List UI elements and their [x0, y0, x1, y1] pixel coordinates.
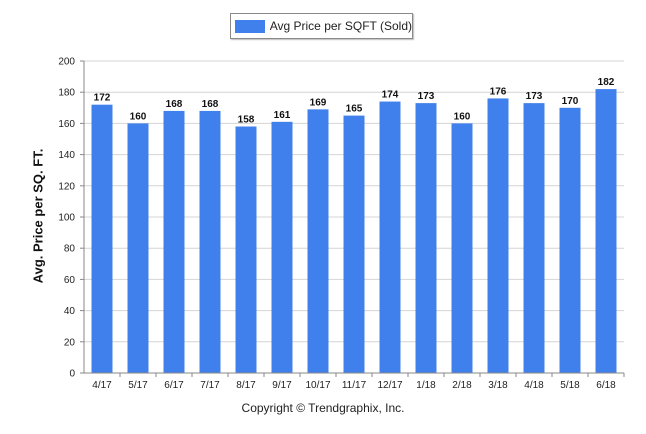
y-tick-label: 100 — [58, 213, 75, 224]
x-tick-label: 6/18 — [596, 380, 616, 391]
x-tick-label: 1/18 — [416, 380, 436, 391]
data-labels: 172 160 168 168 158 161 169 165 174 173 160 176 173 1… — [94, 77, 615, 125]
x-tick-label: 12/17 — [377, 380, 402, 391]
x-tick-label: 5/17 — [128, 380, 148, 391]
y-tick-label: 40 — [64, 306, 76, 317]
y-tick-label: 200 — [58, 57, 75, 68]
bar — [523, 103, 545, 374]
data-label: 160 — [454, 111, 471, 122]
x-tick-label: 4/18 — [524, 380, 544, 391]
legend-label: Avg Price per SQFT (Sold) — [269, 19, 412, 33]
x-tick-label: 5/18 — [560, 380, 580, 391]
data-label: 168 — [166, 99, 183, 110]
data-label: 161 — [274, 110, 291, 121]
y-tick-label: 120 — [58, 181, 75, 192]
x-tick-label: 10/17 — [305, 380, 330, 391]
y-tick-label: 180 — [58, 88, 75, 99]
y-tick-label: 60 — [64, 275, 76, 286]
bar — [343, 115, 365, 373]
bar — [199, 110, 221, 374]
legend: Avg Price per SQFT (Sold) — [230, 13, 413, 39]
bar — [163, 110, 185, 374]
x-tick-label: 6/17 — [164, 380, 184, 391]
data-label: 170 — [562, 96, 579, 107]
data-label: 165 — [346, 104, 363, 115]
bar — [271, 121, 293, 373]
bar — [307, 109, 329, 374]
y-tick-label: 80 — [64, 244, 76, 255]
data-label: 169 — [310, 97, 327, 108]
y-tick-label: 160 — [58, 119, 75, 130]
data-label: 173 — [526, 91, 543, 102]
data-label: 182 — [598, 77, 615, 88]
data-label: 176 — [490, 86, 507, 97]
x-tick-label: 4/17 — [92, 380, 112, 391]
y-axis-ticks: 0 20 40 60 80 100 120 140 160 180 200 — [58, 57, 84, 380]
x-tick-label: 9/17 — [272, 380, 292, 391]
bar — [379, 101, 401, 373]
bar — [595, 89, 617, 373]
bar — [487, 98, 509, 373]
x-tick-label: 3/18 — [488, 380, 508, 391]
x-tick-label: 11/17 — [342, 380, 367, 391]
bar — [235, 126, 257, 374]
bar — [451, 123, 473, 374]
data-label: 172 — [94, 93, 111, 104]
y-tick-label: 0 — [69, 369, 75, 380]
legend-swatch — [235, 19, 265, 33]
data-label: 158 — [238, 115, 255, 126]
data-label: 168 — [202, 99, 219, 110]
y-tick-label: 20 — [64, 337, 76, 348]
x-tick-label: 7/17 — [200, 380, 220, 391]
copyright-footer: Copyright © Trendgraphix, Inc. — [241, 401, 405, 415]
bar — [127, 123, 149, 374]
data-label: 160 — [130, 111, 147, 122]
x-axis-ticks: 4/17 5/17 6/17 7/17 8/17 9/17 10/17 11/17 12/17 1… — [92, 373, 625, 391]
bar — [91, 104, 113, 374]
data-label: 173 — [418, 91, 435, 102]
data-label: 174 — [382, 90, 399, 101]
x-tick-label: 8/17 — [236, 380, 256, 391]
x-tick-label: 2/18 — [452, 380, 472, 391]
bar — [415, 103, 437, 374]
bars — [91, 89, 617, 374]
bar — [559, 107, 581, 374]
y-axis-label: Avg. Price per SQ. FT. — [30, 148, 46, 284]
y-tick-label: 140 — [58, 150, 75, 161]
